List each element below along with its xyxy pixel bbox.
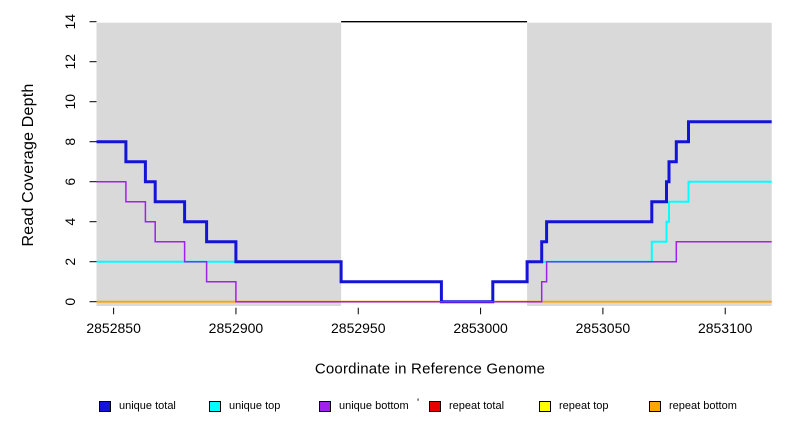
background-shade: [527, 22, 772, 306]
y-tick-label: 10: [62, 94, 78, 110]
x-tick-label: 2852900: [209, 320, 264, 336]
background-shade: [96, 22, 342, 306]
x-tick-label: 2852850: [86, 320, 141, 336]
series-unique-total-line: [96, 120, 772, 304]
y-tick-label: 4: [62, 218, 78, 226]
y-axis-title: Read Coverage Depth: [20, 83, 37, 247]
x-tick-label: 2853100: [698, 320, 753, 336]
x-axis-title: Coordinate in Reference Genome: [314, 360, 546, 378]
stray-mark: ': [417, 397, 420, 409]
y-tick-label: 14: [62, 14, 78, 30]
x-tick-label: 2853050: [576, 320, 631, 336]
y-tick-label: 12: [62, 54, 78, 70]
y-tick-label: 8: [62, 138, 78, 146]
y-tick-label: 6: [62, 178, 78, 186]
y-tick-label: 0: [62, 298, 78, 306]
x-tick-label: 2852950: [331, 320, 386, 336]
x-tick-label: 2853000: [453, 320, 508, 336]
series-unique-bottom-line: [96, 180, 772, 303]
y-tick-label: 2: [62, 258, 78, 266]
